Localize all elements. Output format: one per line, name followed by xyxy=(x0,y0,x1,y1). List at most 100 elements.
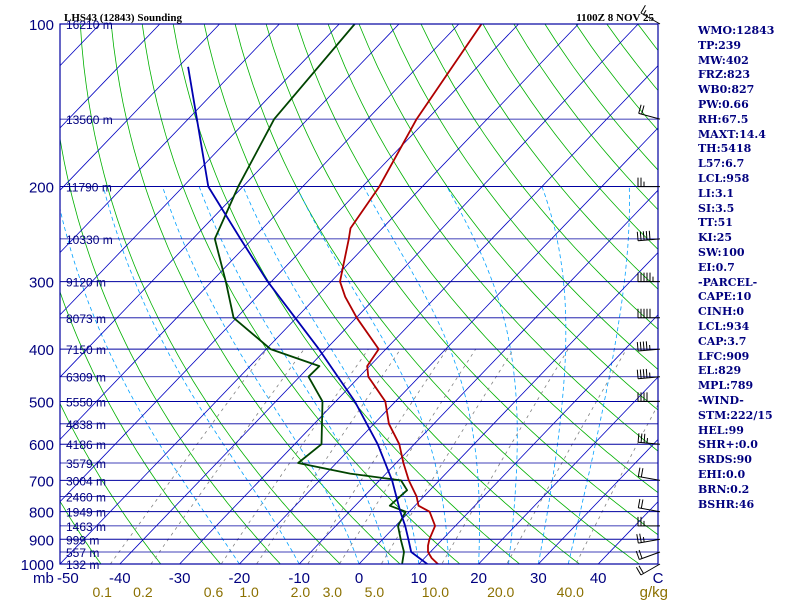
dry-adiabat-line xyxy=(451,24,658,290)
dry-adiabat-line xyxy=(60,136,281,564)
dry-adiabat-line xyxy=(358,24,658,411)
dry-adiabat-line xyxy=(110,24,401,564)
wind-barb-flag xyxy=(639,231,642,241)
wind-barb-staff xyxy=(638,112,661,120)
wind-barb xyxy=(637,498,661,513)
temperature-tick-label: -20 xyxy=(229,570,251,587)
height-label: 10330 m xyxy=(66,233,113,247)
isotherm-line xyxy=(119,24,639,564)
height-label: 1949 m xyxy=(66,506,106,520)
wind-barb-flag xyxy=(640,4,646,14)
wind-barb-staff xyxy=(638,507,661,513)
stat-item: CAP:3.7 xyxy=(698,334,747,348)
isotherm-line xyxy=(418,314,658,564)
wind-barb-staff xyxy=(639,551,661,560)
stat-item: -WIND- xyxy=(698,393,744,407)
dry-adiabat-line xyxy=(265,24,658,536)
wind-barb-staff xyxy=(638,538,661,544)
wind-barb-flag xyxy=(639,369,642,379)
stat-item: L57:6.7 xyxy=(698,157,745,171)
isotherm-line xyxy=(298,189,658,564)
pressure-tick-label: 400 xyxy=(29,342,54,359)
wind-barb xyxy=(637,516,660,527)
wind-barb-staff xyxy=(640,12,661,25)
parcel-line xyxy=(187,66,430,564)
mixing-ratio-line xyxy=(441,348,569,564)
wind-barb xyxy=(635,563,661,576)
wind-barb-flag xyxy=(645,231,648,241)
wind-barb-flag xyxy=(636,342,639,352)
mixing-ratio-label: 2.0 xyxy=(291,584,311,600)
wind-barb-flag xyxy=(638,565,644,574)
wind-barb xyxy=(638,104,661,120)
height-label: 16210 m xyxy=(66,18,113,32)
stat-item: BRN:0.2 xyxy=(698,482,750,496)
height-label: 4186 m xyxy=(66,438,106,452)
dry-adiabat-line xyxy=(60,402,162,564)
isotherm-line xyxy=(538,438,658,564)
wind-barb-flag xyxy=(637,498,641,508)
mixing-ratio-line xyxy=(506,348,627,564)
stat-item: RH:67.5 xyxy=(698,112,749,126)
stat-item: MPL:789 xyxy=(698,379,754,393)
wind-barb xyxy=(640,4,661,25)
height-label: 7150 m xyxy=(66,343,106,357)
height-label: 1463 m xyxy=(66,520,106,534)
stat-item: LI:3.1 xyxy=(698,186,735,200)
isotherm-line xyxy=(60,24,400,378)
wind-barb-flag xyxy=(638,549,643,559)
height-label: 3004 m xyxy=(66,474,106,488)
wind-barb xyxy=(636,230,661,242)
stat-item: FRZ:823 xyxy=(698,68,751,82)
wind-barb-half-flag xyxy=(642,537,645,543)
wind-barb xyxy=(637,392,660,402)
wind-barb-staff xyxy=(638,376,661,380)
wind-barb-flag xyxy=(643,433,646,443)
height-label: 132 m xyxy=(66,558,99,572)
pressure-tick-label: 600 xyxy=(29,437,54,454)
pressure-tick-label: 100 xyxy=(29,17,54,34)
isotherm-line xyxy=(60,24,579,564)
pressure-tick-label: 500 xyxy=(29,394,54,411)
height-label: 2460 m xyxy=(66,491,106,505)
stat-item: EL:829 xyxy=(698,364,742,378)
temperature-tick-label: C xyxy=(653,570,664,587)
temperature-tick-label: 0 xyxy=(355,570,363,587)
height-label: 999 m xyxy=(66,533,99,547)
mixing-ratio-label: 40.0 xyxy=(557,584,584,600)
wind-barb-flag xyxy=(642,341,645,351)
mixing-ratio-label: 3.0 xyxy=(323,584,343,600)
pressure-tick-label: 800 xyxy=(29,505,54,522)
wind-barb-flag xyxy=(637,433,640,443)
isotherm-line xyxy=(60,24,220,191)
pressure-tick-label: 900 xyxy=(29,532,54,549)
stat-item: EI:0.7 xyxy=(698,260,735,274)
wind-barb-staff xyxy=(638,238,661,242)
stat-item: EHI:0.0 xyxy=(698,467,746,481)
mixing-ratio-line xyxy=(380,348,514,564)
stat-item: SRDS:90 xyxy=(698,453,752,467)
wind-barb-flag xyxy=(645,368,648,378)
wind-barb-flag xyxy=(645,341,648,351)
wind-barb-flag xyxy=(640,468,644,478)
stat-item: MAXT:14.4 xyxy=(698,127,766,141)
pressure-tick-label: 300 xyxy=(29,275,54,292)
wind-barb xyxy=(637,308,660,319)
wind-barb-flag xyxy=(636,369,639,379)
stat-item: TP:239 xyxy=(698,38,742,52)
isotherm-line xyxy=(60,24,161,129)
temperature-tick-label: 40 xyxy=(590,570,607,587)
wind-barb-flag xyxy=(640,433,643,443)
sounding-curves xyxy=(187,24,483,564)
stat-item: WMO:12843 xyxy=(698,24,775,37)
wind-barb-flag xyxy=(639,533,642,543)
stat-item: LCL:958 xyxy=(698,171,750,185)
mixing-ratio-line xyxy=(338,348,477,564)
wind-barb xyxy=(636,341,661,352)
stat-item: BSHR:46 xyxy=(698,497,755,511)
wind-barb-staff xyxy=(638,348,661,352)
mixing-ratio-label: 10.0 xyxy=(422,584,449,600)
mixing-ratio-label: 5.0 xyxy=(365,584,385,600)
